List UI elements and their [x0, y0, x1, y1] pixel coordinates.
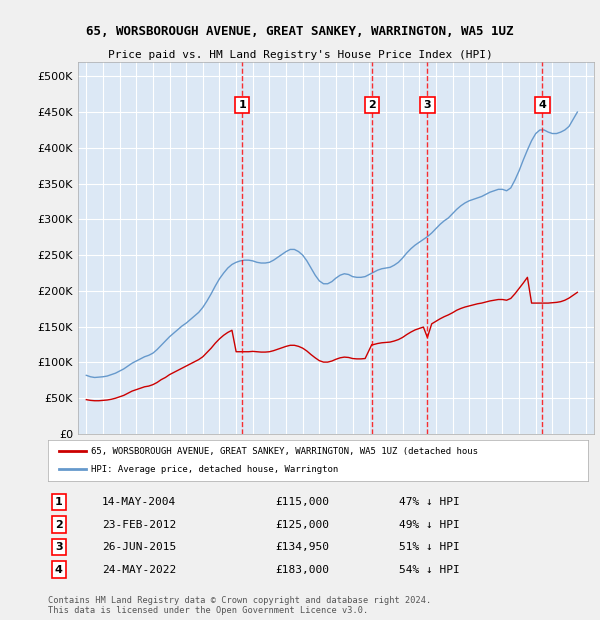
- Text: Price paid vs. HM Land Registry's House Price Index (HPI): Price paid vs. HM Land Registry's House …: [107, 50, 493, 60]
- Text: 26-JUN-2015: 26-JUN-2015: [102, 542, 176, 552]
- Text: 2: 2: [368, 100, 376, 110]
- Text: 4: 4: [538, 100, 547, 110]
- Text: 24-MAY-2022: 24-MAY-2022: [102, 565, 176, 575]
- Text: 51% ↓ HPI: 51% ↓ HPI: [399, 542, 460, 552]
- Text: 3: 3: [424, 100, 431, 110]
- Text: This data is licensed under the Open Government Licence v3.0.: This data is licensed under the Open Gov…: [48, 606, 368, 616]
- Text: 4: 4: [55, 565, 63, 575]
- Text: Contains HM Land Registry data © Crown copyright and database right 2024.: Contains HM Land Registry data © Crown c…: [48, 596, 431, 606]
- Text: 2: 2: [55, 520, 62, 529]
- Text: 1: 1: [238, 100, 246, 110]
- Text: £183,000: £183,000: [275, 565, 329, 575]
- Text: 47% ↓ HPI: 47% ↓ HPI: [399, 497, 460, 507]
- Text: 23-FEB-2012: 23-FEB-2012: [102, 520, 176, 529]
- Text: 54% ↓ HPI: 54% ↓ HPI: [399, 565, 460, 575]
- Text: 65, WORSBOROUGH AVENUE, GREAT SANKEY, WARRINGTON, WA5 1UZ (detached hous: 65, WORSBOROUGH AVENUE, GREAT SANKEY, WA…: [91, 447, 478, 456]
- Text: 49% ↓ HPI: 49% ↓ HPI: [399, 520, 460, 529]
- Text: 14-MAY-2004: 14-MAY-2004: [102, 497, 176, 507]
- Text: 3: 3: [55, 542, 62, 552]
- Text: £125,000: £125,000: [275, 520, 329, 529]
- Text: HPI: Average price, detached house, Warrington: HPI: Average price, detached house, Warr…: [91, 465, 338, 474]
- Text: 65, WORSBOROUGH AVENUE, GREAT SANKEY, WARRINGTON, WA5 1UZ: 65, WORSBOROUGH AVENUE, GREAT SANKEY, WA…: [86, 25, 514, 38]
- Text: 1: 1: [55, 497, 62, 507]
- Text: £115,000: £115,000: [275, 497, 329, 507]
- Text: £134,950: £134,950: [275, 542, 329, 552]
